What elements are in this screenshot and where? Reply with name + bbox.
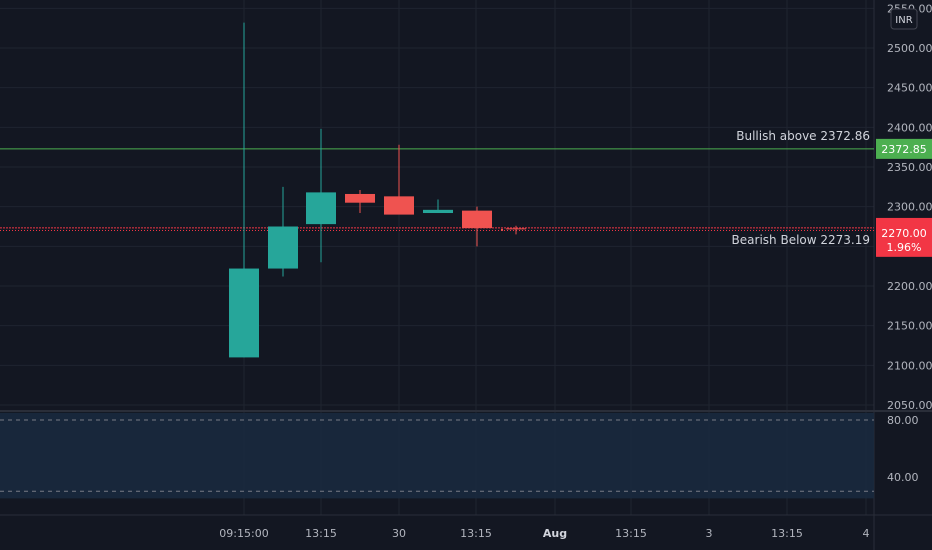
level-label: Bearish Below 2273.19 — [732, 233, 870, 247]
indicator-pane: 80.00 40.00 — [0, 412, 919, 499]
last-price-tag-change: 1.96% — [887, 241, 922, 254]
price-tick-label: 2450.00 — [887, 82, 932, 95]
candle[interactable] — [501, 225, 526, 235]
candle-body — [268, 226, 298, 269]
candle-body — [501, 228, 503, 231]
currency-badge[interactable]: INR — [890, 8, 918, 30]
time-tick-label: 09:15:00 — [219, 527, 268, 540]
last-price-tag-bg — [876, 222, 932, 257]
candle[interactable] — [345, 190, 375, 214]
price-tick-label: 2350.00 — [887, 161, 932, 174]
price-tick-label: 2100.00 — [887, 359, 932, 372]
time-tick-label: Aug — [543, 527, 567, 540]
candle[interactable] — [462, 206, 492, 247]
candle-body — [306, 192, 336, 225]
level-label: Bullish above 2372.86 — [736, 129, 870, 143]
time-tick-label: 13:15 — [460, 527, 492, 540]
bullish-tag-label: 2372.85 — [881, 143, 927, 156]
time-tick-label: 13:15 — [305, 527, 337, 540]
price-axis[interactable]: 2550.002500.002450.002400.002350.002300.… — [887, 2, 932, 412]
time-axis[interactable]: 09:15:00 13:15 30 13:15 Aug 13:15 3 13:15 4 — [219, 527, 869, 540]
time-tick-label: 13:15 — [771, 527, 803, 540]
bullish-tag-bg — [876, 138, 932, 159]
candle[interactable] — [229, 22, 259, 358]
price-levels: Bullish above 2372.86 Bearish Below 2273.… — [0, 129, 874, 247]
price-tick-label: 2050.00 — [887, 399, 932, 412]
last-price-tag-label: 2270.00 — [881, 227, 927, 240]
indicator-tick-label: 40.00 — [887, 471, 919, 484]
indicator-tick-label: 80.00 — [887, 414, 919, 427]
price-tick-label: 2400.00 — [887, 121, 932, 134]
candle[interactable] — [423, 199, 453, 214]
price-tick-label: 2500.00 — [887, 42, 932, 55]
candle-body — [462, 210, 492, 229]
indicator-band — [0, 412, 874, 499]
candle-body — [229, 268, 259, 358]
candle[interactable] — [268, 186, 298, 277]
price-tags: 2372.852273.202270.001.96% — [876, 138, 932, 257]
price-tick-label: 2150.00 — [887, 320, 932, 333]
price-tick-label: 2200.00 — [887, 280, 932, 293]
time-tick-label: 4 — [863, 527, 870, 540]
time-tick-label: 30 — [392, 527, 406, 540]
time-tick-label: 13:15 — [615, 527, 647, 540]
candle-body — [384, 196, 414, 215]
candles[interactable] — [229, 22, 526, 358]
price-tick-label: 2300.00 — [887, 201, 932, 214]
candle[interactable] — [306, 128, 336, 263]
candle[interactable] — [384, 144, 414, 215]
candle-body — [345, 193, 375, 203]
candle-body — [423, 209, 453, 214]
currency-label: INR — [895, 15, 912, 26]
time-tick-label: 3 — [706, 527, 713, 540]
currency-badge-box — [890, 8, 918, 30]
